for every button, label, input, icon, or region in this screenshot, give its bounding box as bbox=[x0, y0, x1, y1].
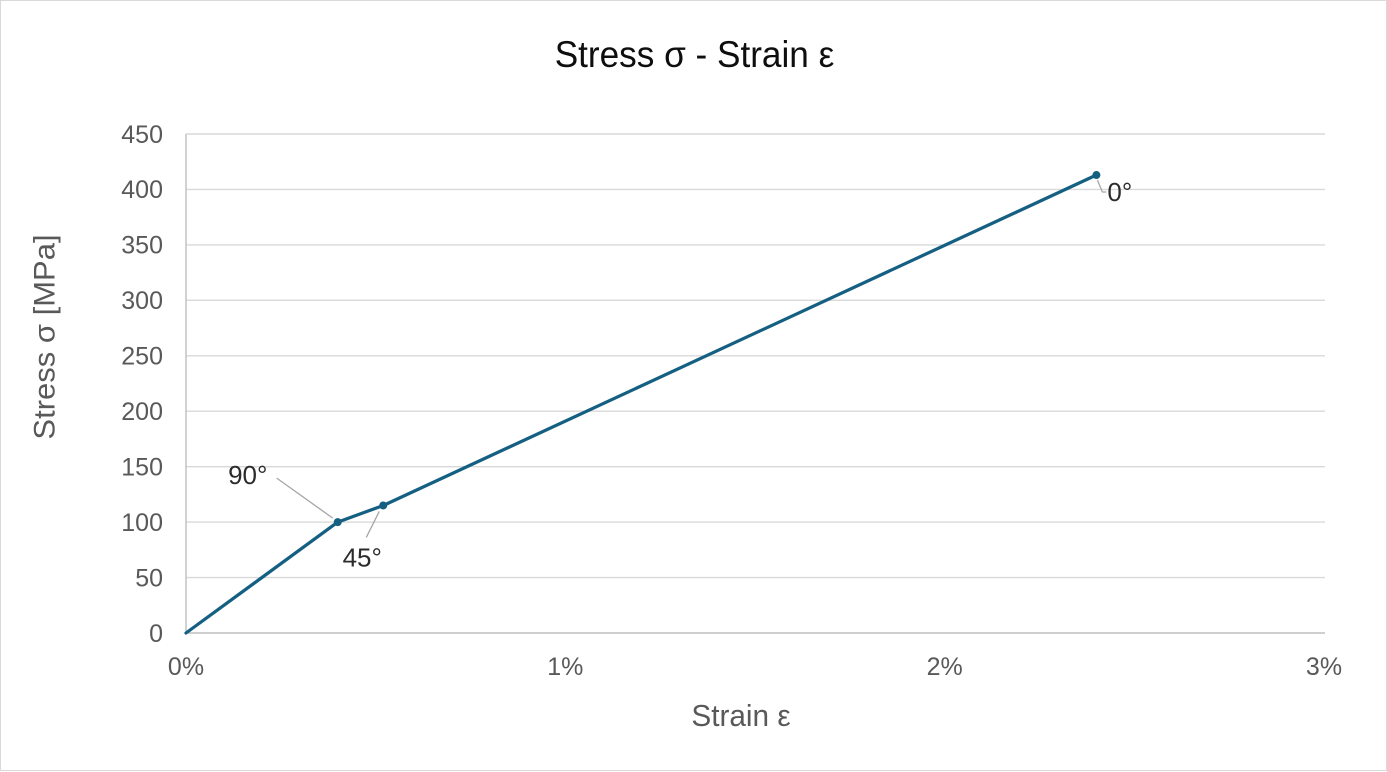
x-axis-title: Strain ε bbox=[691, 698, 791, 733]
data-label: 90° bbox=[228, 460, 267, 490]
y-tick-label: 50 bbox=[135, 564, 163, 592]
x-tick-label: 3% bbox=[1306, 653, 1342, 681]
y-tick-label: 200 bbox=[121, 398, 163, 426]
x-tick-label: 0% bbox=[168, 653, 204, 681]
data-point-marker bbox=[379, 501, 388, 510]
leader-line bbox=[276, 477, 334, 519]
data-label: 0° bbox=[1107, 177, 1132, 207]
leader-line bbox=[365, 511, 380, 538]
y-tick-label: 400 bbox=[121, 176, 163, 204]
y-tick-label: 150 bbox=[121, 453, 163, 481]
y-tick-label: 250 bbox=[121, 343, 163, 371]
x-tick-label: 2% bbox=[927, 653, 963, 681]
data-point-marker bbox=[333, 518, 342, 527]
y-tick-label: 0 bbox=[149, 620, 163, 648]
x-tick-label: 1% bbox=[547, 653, 583, 681]
chart-title: Stress σ - Strain ε bbox=[554, 34, 835, 75]
y-tick-label: 350 bbox=[121, 232, 163, 260]
data-label: 45° bbox=[343, 542, 382, 572]
leader-line bbox=[1096, 179, 1107, 193]
data-point-marker bbox=[1092, 171, 1101, 180]
y-tick-label: 300 bbox=[121, 287, 163, 315]
series-line bbox=[184, 173, 1099, 635]
y-tick-label: 100 bbox=[121, 509, 163, 537]
y-tick-label: 450 bbox=[121, 121, 163, 149]
